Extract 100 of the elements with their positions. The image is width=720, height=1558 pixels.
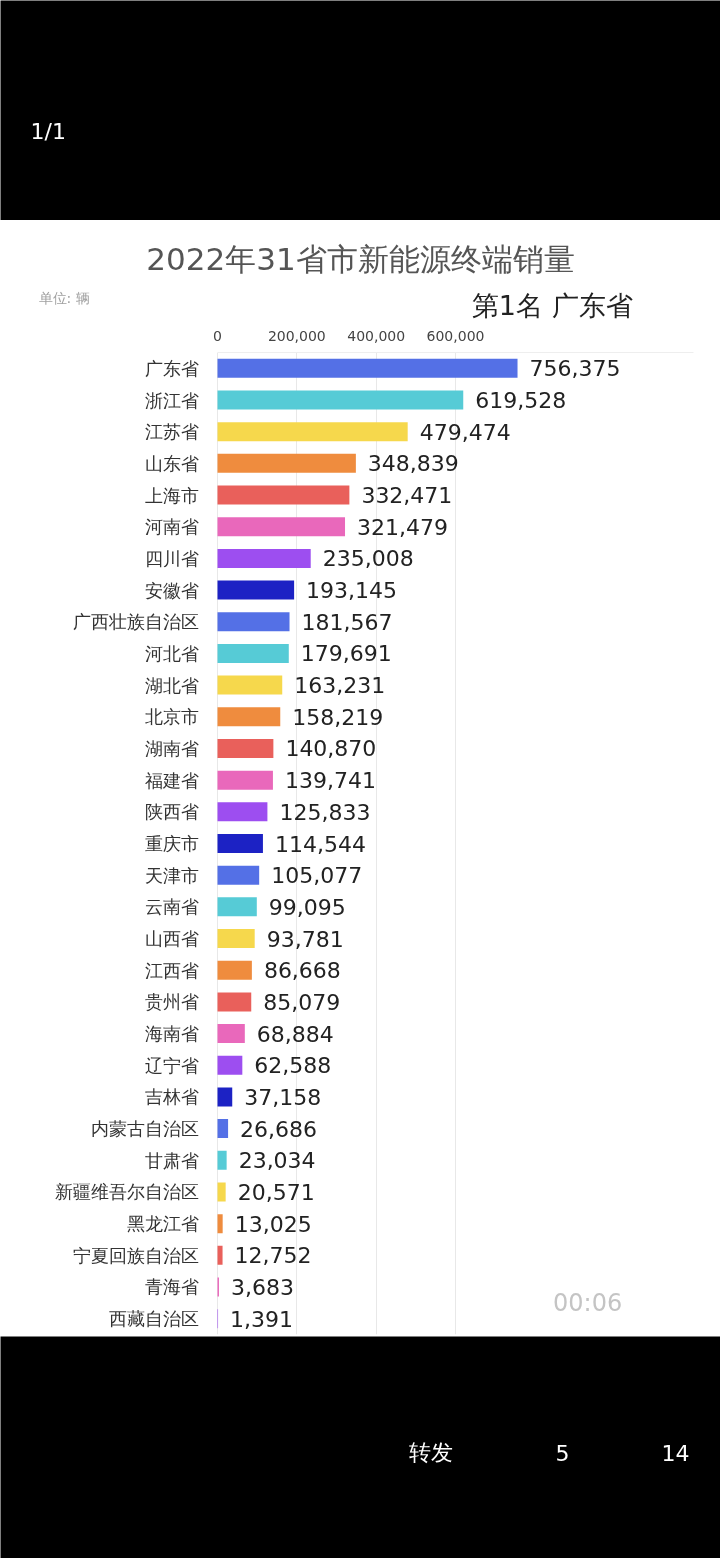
y-tick-label: 上海市 (144, 484, 199, 506)
text: 5 (555, 1440, 570, 1466)
data-label: 193,145 (306, 578, 398, 604)
y-tick-label: 山东省 (144, 452, 199, 474)
bar (217, 1150, 227, 1170)
y-tick-label: 广西壮族自治区 (72, 611, 199, 633)
bar (217, 770, 273, 790)
y-tick-label: 江苏省 (144, 421, 199, 443)
bar (217, 517, 346, 537)
y-tick-label: 湖南省 (144, 737, 199, 759)
bar (217, 358, 518, 378)
data-label: 1,391 (230, 1306, 294, 1332)
chart-subtitle: 第1名 广东省 (471, 290, 633, 321)
bar (217, 1087, 233, 1107)
bar (217, 485, 350, 505)
data-label: 105,077 (271, 863, 363, 889)
y-tick-label: 安徽省 (144, 579, 199, 601)
bar (217, 707, 281, 727)
data-label: 619,528 (475, 388, 567, 414)
bar (217, 834, 263, 853)
text: 1/1 (30, 119, 66, 144)
text: 转发 (408, 1440, 453, 1465)
y-tick-label: 海南省 (144, 1023, 199, 1045)
bar (217, 548, 311, 568)
y-tick-label: 内蒙古自治区 (90, 1118, 199, 1140)
data-label: 125,833 (279, 799, 371, 825)
data-label: 86,668 (263, 958, 341, 984)
y-tick-label: 浙江省 (144, 389, 199, 411)
data-label: 62,588 (254, 1053, 332, 1079)
bar (217, 865, 260, 885)
data-label: 235,008 (322, 546, 414, 572)
data-label: 37,158 (244, 1084, 322, 1110)
data-label: 348,839 (367, 451, 459, 477)
bar (217, 422, 408, 442)
data-label: 179,691 (300, 641, 392, 667)
y-tick-label: 湖北省 (144, 674, 199, 696)
y-tick-label: 新疆维吾尔自治区 (54, 1181, 199, 1203)
data-label: 13,025 (234, 1211, 312, 1237)
bar (217, 643, 289, 663)
data-label: 68,884 (256, 1021, 334, 1047)
data-label: 139,741 (284, 768, 376, 794)
x-tick-label: 600,000 (426, 327, 485, 344)
text: 14 (661, 1440, 690, 1466)
data-label: 181,567 (301, 609, 393, 635)
data-label: 479,474 (419, 419, 511, 445)
bar (217, 1119, 229, 1139)
y-tick-label: 陕西省 (144, 801, 199, 823)
y-tick-label: 吉林省 (144, 1086, 199, 1108)
y-tick-label: 黑龙江省 (126, 1213, 199, 1235)
data-label: 12,752 (234, 1243, 312, 1269)
x-tick-label: 200,000 (267, 327, 326, 344)
y-tick-label: 甘肃省 (144, 1149, 199, 1171)
data-label: 26,686 (240, 1116, 318, 1142)
data-label: 332,471 (361, 483, 453, 509)
bar (217, 929, 255, 949)
y-tick-label: 四川省 (144, 547, 199, 569)
data-label: 158,219 (292, 704, 384, 730)
bar (217, 1245, 223, 1265)
bar (217, 1182, 226, 1202)
bar (217, 960, 252, 980)
bar (217, 738, 274, 758)
y-tick-label: 辽宁省 (144, 1054, 199, 1076)
y-tick-label: 重庆市 (144, 833, 199, 854)
data-label: 321,479 (357, 514, 448, 540)
bar (217, 612, 290, 632)
data-label: 85,079 (263, 989, 341, 1015)
data-label: 99,095 (268, 894, 346, 920)
bar (217, 453, 356, 473)
bar (217, 580, 295, 600)
bar (217, 1055, 243, 1075)
y-tick-label: 河南省 (144, 516, 199, 538)
text: 单位: 辆 (38, 289, 90, 306)
y-tick-label: 山西省 (144, 928, 199, 950)
y-tick-label: 青海省 (144, 1276, 199, 1298)
bar (217, 675, 283, 695)
y-tick-label: 北京市 (144, 706, 199, 728)
y-tick-label: 天津市 (144, 864, 199, 886)
y-tick-label: 河北省 (144, 642, 199, 664)
annotation: 00:06 (553, 1288, 623, 1317)
data-label: 114,544 (274, 831, 366, 857)
y-tick-label: 宁夏回族自治区 (72, 1244, 199, 1266)
chart-title: 2022年31省市新能源终端销量 (146, 240, 575, 277)
y-tick-label: 云南省 (144, 896, 199, 918)
data-label: 163,231 (294, 673, 386, 699)
y-tick-label: 江西省 (144, 959, 199, 981)
x-tick-label: 0 (213, 327, 222, 344)
data-label: 756,375 (529, 356, 621, 382)
data-label: 93,781 (266, 926, 344, 952)
bar (217, 897, 257, 917)
y-tick-label: 福建省 (144, 769, 199, 791)
bar (217, 1024, 245, 1044)
bar (217, 802, 268, 822)
data-label: 20,571 (237, 1179, 315, 1205)
y-tick-label: 贵州省 (144, 991, 199, 1013)
y-tick-label: 广东省 (144, 357, 199, 379)
bar (217, 390, 464, 410)
y-tick-label: 西藏自治区 (108, 1308, 199, 1330)
data-label: 140,870 (285, 736, 377, 762)
bar (217, 1214, 223, 1234)
x-tick-label: 400,000 (347, 327, 406, 344)
